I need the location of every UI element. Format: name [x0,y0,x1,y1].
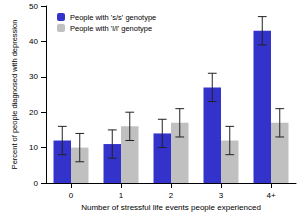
svg-text:People with 's/s' genotype: People with 's/s' genotype [70,13,156,22]
svg-text:Percent of people diagnosed wi: Percent of people diagnosed with depress… [10,20,19,170]
svg-text:2: 2 [169,191,174,200]
svg-text:0: 0 [34,179,39,188]
svg-text:20: 20 [29,108,38,117]
svg-text:40: 40 [29,37,38,46]
svg-text:1: 1 [119,191,124,200]
svg-text:People with 'l/l' genotype: People with 'l/l' genotype [70,24,152,33]
svg-text:10: 10 [29,143,38,152]
svg-text:4+: 4+ [266,191,275,200]
svg-text:0: 0 [69,191,74,200]
svg-text:3: 3 [219,191,224,200]
svg-text:Number of stressful life event: Number of stressful life events people e… [81,203,261,212]
svg-text:30: 30 [29,72,38,81]
svg-text:50: 50 [29,2,38,11]
